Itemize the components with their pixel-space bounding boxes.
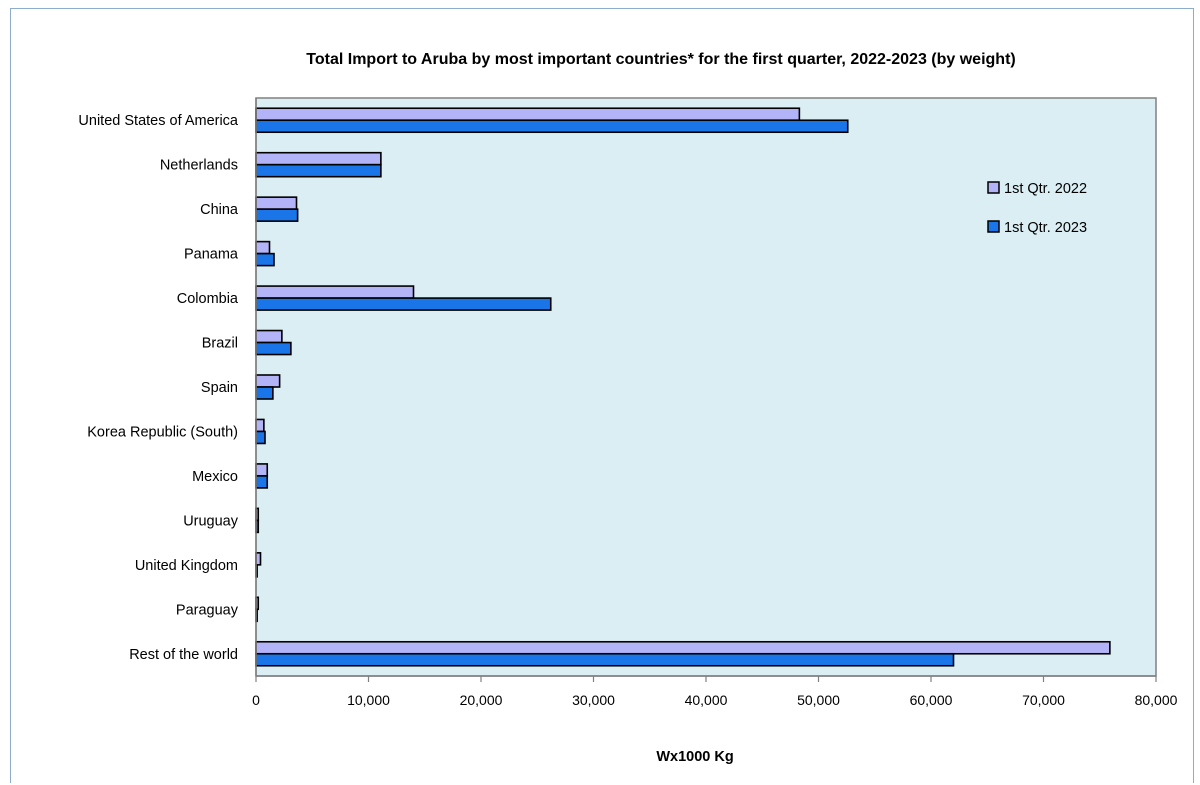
legend-label: 1st Qtr. 2022 <box>1004 181 1087 197</box>
x-tick-label: 40,000 <box>685 692 728 708</box>
legend-swatch <box>987 181 1000 194</box>
x-tick-label: 70,000 <box>1022 692 1065 708</box>
x-axis: 0 10,000 20,000 30,000 40,000 50,000 60,000 70,… <box>252 98 1178 708</box>
chart-frame <box>10 8 1194 783</box>
bar-q1-2022-12 <box>255 640 1111 655</box>
bar-q1-2022-1 <box>255 151 382 166</box>
bar-q1-2022-2 <box>255 196 298 210</box>
category-label: Rest of the world <box>129 647 238 663</box>
category-label: Korea Republic (South) <box>87 424 238 440</box>
x-tick-label: 60,000 <box>910 692 953 708</box>
category-label: Colombia <box>177 291 239 307</box>
legend-label: 1st Qtr. 2023 <box>1004 220 1087 236</box>
bar-q1-2022-7 <box>255 418 265 433</box>
bar-q1-2022-0 <box>255 107 801 122</box>
bar-q1-2023-3 <box>255 252 275 267</box>
bar-q1-2022-3 <box>255 240 271 255</box>
bars-group <box>255 107 1111 667</box>
x-tick-label: 50,000 <box>797 692 840 708</box>
category-label: Brazil <box>202 336 238 352</box>
bar-q1-2023-12 <box>255 652 955 667</box>
category-labels: United States of America Netherlands China… <box>78 113 239 663</box>
bar-q1-2023-1 <box>255 163 382 178</box>
category-label: Uruguay <box>183 513 239 529</box>
category-label: Paraguay <box>176 602 239 618</box>
legend-swatch <box>987 220 1000 233</box>
bar-q1-2023-6 <box>255 386 274 400</box>
bar-q1-2022-4 <box>255 285 415 299</box>
x-tick-label: 0 <box>252 692 260 708</box>
bar-q1-2023-8 <box>255 475 269 489</box>
bar-q1-2023-5 <box>255 341 292 356</box>
bar-q1-2023-4 <box>255 297 552 311</box>
bar-q1-2023-0 <box>255 119 849 134</box>
x-tick-label: 20,000 <box>460 692 503 708</box>
bar-q1-2022-6 <box>255 374 281 388</box>
x-tick-label: 30,000 <box>572 692 615 708</box>
bar-q1-2022-8 <box>255 463 269 477</box>
x-tick-label: 80,000 <box>1135 692 1178 708</box>
category-label: Mexico <box>192 469 238 485</box>
bar-q1-2023-7 <box>255 430 266 445</box>
category-label: Netherlands <box>160 158 238 174</box>
category-label: Panama <box>184 247 239 263</box>
category-label: United Kingdom <box>135 558 238 574</box>
category-label: United States of America <box>78 113 239 129</box>
bar-q1-2022-5 <box>255 329 283 344</box>
bar-q1-2023-2 <box>255 208 299 222</box>
x-tick-label: 10,000 <box>347 692 390 708</box>
legend: 1st Qtr. 2022 1st Qtr. 2023 <box>987 181 1087 236</box>
chart-title: Total Import to Aruba by most important … <box>306 51 1015 68</box>
category-label: Spain <box>201 380 238 396</box>
x-axis-title: Wx1000 Kg <box>656 749 733 765</box>
category-label: China <box>200 202 239 218</box>
